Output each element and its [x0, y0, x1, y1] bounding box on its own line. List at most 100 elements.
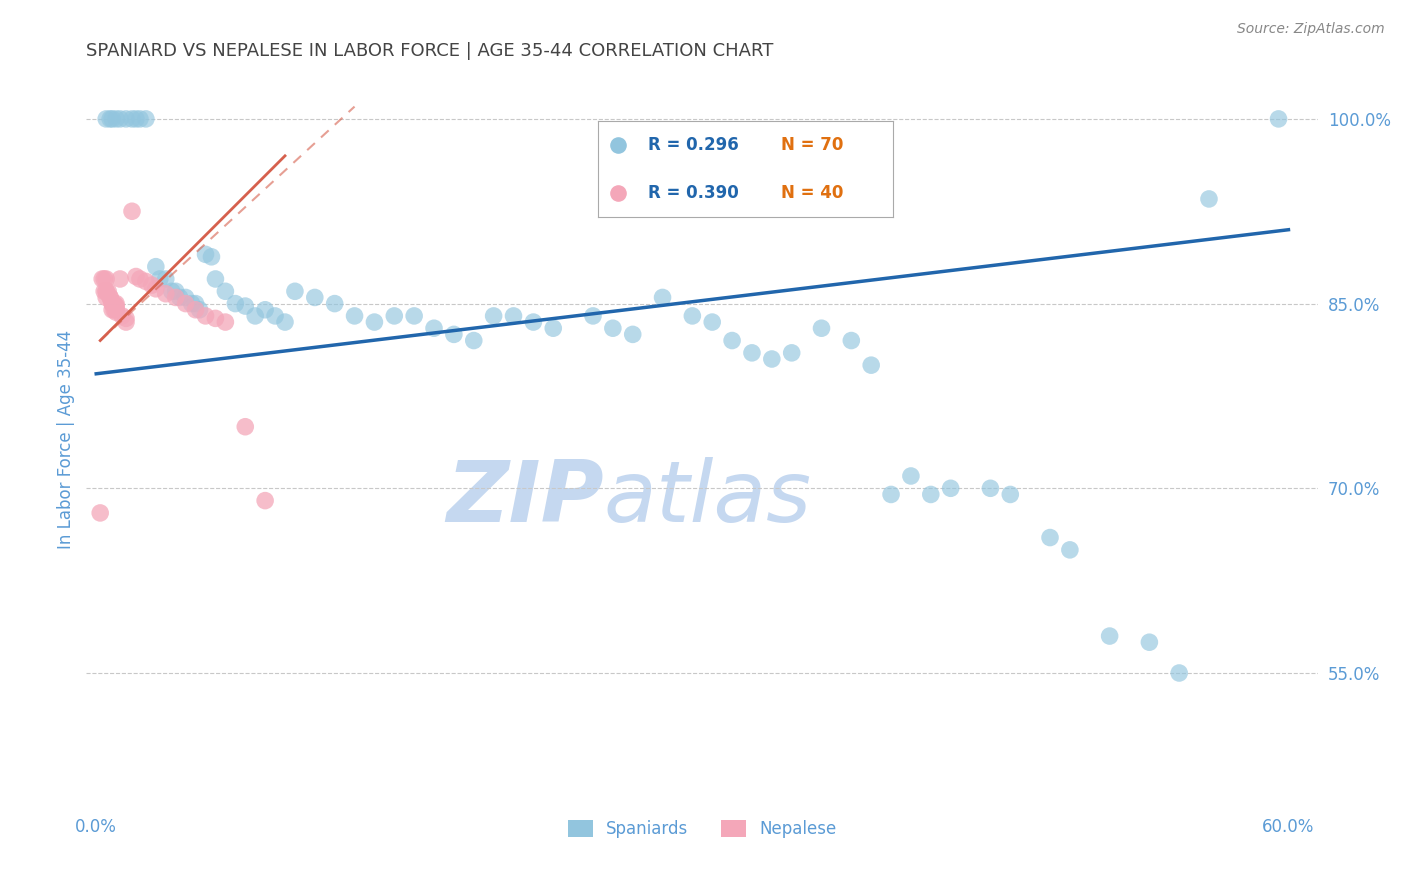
Point: [105, 302, 128, 317]
Text: Source: ZipAtlas.com: Source: ZipAtlas.com: [1237, 22, 1385, 37]
Point: [621, 327, 644, 342]
Point: [125, 269, 148, 284]
Point: [93, 272, 115, 286]
Point: [423, 321, 446, 335]
Point: [184, 302, 207, 317]
Point: [135, 275, 157, 289]
Point: [741, 346, 763, 360]
Point: [761, 351, 783, 366]
Point: [103, 302, 125, 317]
Point: [103, 296, 125, 310]
Point: [98, 290, 121, 304]
Point: [1267, 112, 1289, 126]
Legend: Spaniards, Nepalese: Spaniards, Nepalese: [561, 813, 844, 845]
Point: [274, 315, 297, 329]
Point: [98, 112, 121, 126]
Point: [304, 290, 326, 304]
Point: [105, 301, 128, 315]
Point: [108, 112, 131, 126]
Point: [121, 112, 143, 126]
Point: [880, 487, 903, 501]
Point: [1059, 542, 1081, 557]
Point: [105, 305, 128, 319]
Point: [89, 506, 111, 520]
Point: [264, 309, 287, 323]
Point: [323, 296, 346, 310]
Point: [108, 272, 131, 286]
Point: [96, 112, 118, 126]
Point: [233, 299, 256, 313]
Point: [96, 290, 118, 304]
Point: [214, 285, 236, 299]
Point: [681, 309, 703, 323]
Point: [160, 285, 183, 299]
Point: [233, 419, 256, 434]
Point: [1039, 531, 1062, 545]
Point: [155, 286, 177, 301]
Point: [135, 112, 157, 126]
Point: [115, 315, 138, 329]
Point: [188, 302, 211, 317]
Point: [602, 321, 624, 335]
Point: [810, 321, 832, 335]
Point: [98, 290, 121, 304]
Point: [174, 290, 197, 304]
Point: [839, 334, 862, 348]
Point: [96, 272, 118, 286]
Point: [1098, 629, 1121, 643]
Point: [245, 309, 267, 323]
Point: [404, 309, 426, 323]
Point: [443, 327, 465, 342]
Point: [224, 296, 246, 310]
Point: [860, 358, 883, 372]
Point: [979, 481, 1001, 495]
Point: [1198, 192, 1220, 206]
Point: [149, 272, 172, 286]
Point: [254, 493, 277, 508]
Point: [101, 112, 124, 126]
Point: [129, 112, 152, 126]
Point: [105, 299, 128, 313]
Point: [125, 112, 148, 126]
Point: [101, 296, 124, 310]
Point: [115, 112, 138, 126]
Point: [382, 309, 405, 323]
Point: [214, 315, 236, 329]
Point: [105, 296, 128, 310]
Point: [145, 282, 167, 296]
Point: [463, 334, 485, 348]
Point: [920, 487, 942, 501]
Point: [165, 290, 187, 304]
Point: [780, 346, 803, 360]
Point: [96, 285, 118, 299]
Point: [105, 112, 128, 126]
Point: [194, 309, 217, 323]
Point: [180, 296, 202, 310]
Point: [101, 296, 124, 310]
Point: [721, 334, 744, 348]
Point: [165, 285, 187, 299]
Point: [522, 315, 544, 329]
Point: [174, 296, 197, 310]
Point: [115, 311, 138, 326]
Point: [101, 302, 124, 317]
Point: [145, 260, 167, 274]
Point: [129, 272, 152, 286]
Point: [502, 309, 524, 323]
Point: [343, 309, 366, 323]
Point: [194, 247, 217, 261]
Point: [97, 285, 120, 299]
Point: [91, 272, 114, 286]
Point: [93, 285, 115, 299]
Point: [582, 309, 605, 323]
Point: [204, 311, 226, 326]
Point: [141, 278, 163, 293]
Point: [1137, 635, 1160, 649]
Point: [254, 302, 277, 317]
Point: [651, 290, 673, 304]
Text: SPANIARD VS NEPALESE IN LABOR FORCE | AGE 35-44 CORRELATION CHART: SPANIARD VS NEPALESE IN LABOR FORCE | AG…: [86, 42, 773, 60]
Point: [363, 315, 385, 329]
Point: [184, 296, 207, 310]
Point: [155, 272, 177, 286]
Point: [204, 272, 226, 286]
